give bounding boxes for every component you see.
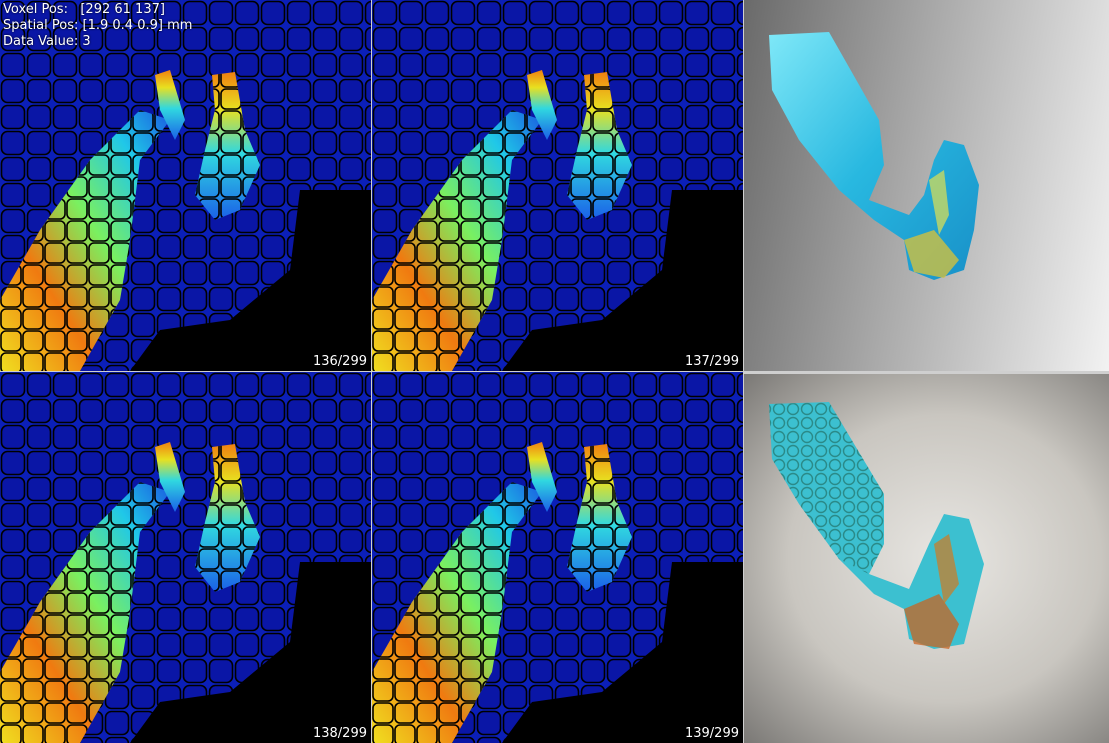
slice-index-label: 139/299	[684, 726, 739, 741]
slice-image	[372, 372, 743, 743]
slice-view-139[interactable]: 139/299	[372, 372, 743, 743]
slice-image	[372, 0, 743, 371]
slice-image	[0, 0, 371, 371]
slice-index-label: 137/299	[684, 354, 739, 369]
slice-image	[0, 372, 371, 743]
data-value-text: Data Value: 3	[3, 34, 91, 49]
voxel-pos-text: Voxel Pos: [292 61 137]	[3, 2, 165, 17]
slice-view-137[interactable]: 137/299	[372, 0, 743, 371]
surface-render-view[interactable]	[744, 0, 1109, 371]
slice-view-138[interactable]: 138/299	[0, 372, 371, 743]
voxel-info-overlay: Voxel Pos: [292 61 137] Spatial Pos: [1.9…	[3, 2, 192, 50]
spatial-pos-text: Spatial Pos: [1.9 0.4 0.9] mm	[3, 18, 193, 33]
surface-render-image	[769, 32, 979, 280]
volume-render-image	[769, 402, 984, 649]
slice-index-label: 138/299	[312, 726, 367, 741]
slice-view-136[interactable]: 136/299 Voxel Pos: [292 61 137] Spatial P…	[0, 0, 371, 371]
volume-render-view[interactable]	[744, 374, 1109, 743]
slice-index-label: 136/299	[312, 354, 367, 369]
